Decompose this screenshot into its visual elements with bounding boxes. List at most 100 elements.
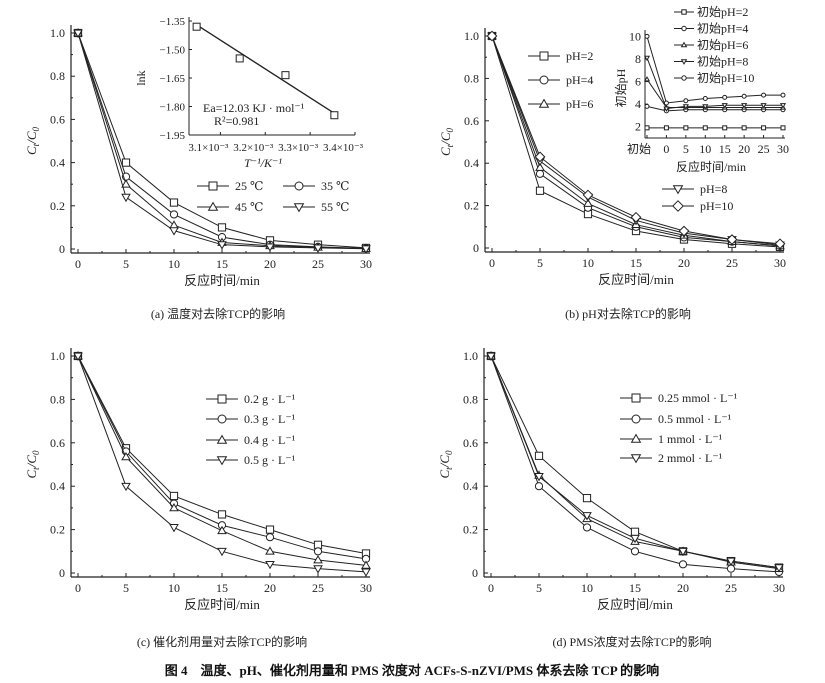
marker-triangle-down xyxy=(680,59,688,65)
y-axis-label: Ct/C0 xyxy=(438,128,455,156)
marker-triangle-down xyxy=(774,564,784,573)
y-axis-label-part: t xyxy=(444,467,454,470)
x-tick-label: 0 xyxy=(489,256,495,270)
marker-square xyxy=(761,125,767,131)
fit-line xyxy=(196,24,335,114)
marker-circle xyxy=(681,25,687,32)
marker-square xyxy=(780,125,786,131)
marker-circle xyxy=(683,98,689,104)
marker-triangle-down xyxy=(702,104,709,110)
series-a-1 xyxy=(73,28,371,253)
marker-diamond xyxy=(534,151,546,163)
chart-panel-c: 0 5 10 15 20 25 30 0 0.2 0.4 0.6 0.8 1.0 反应时间/min Ct/C… xyxy=(24,348,372,612)
y-axis-label-part: C xyxy=(24,469,39,478)
y-tick-label: 0 xyxy=(472,566,478,580)
inset-y-tick-label: 8 xyxy=(635,52,641,66)
inset-series-4 xyxy=(644,33,786,106)
series-c-3 xyxy=(73,352,371,577)
y-axis-label-part: 0 xyxy=(31,450,41,455)
marker-circle xyxy=(741,93,747,99)
legend-label: 55 ℃ xyxy=(321,200,349,214)
x-tick-label: 20 xyxy=(264,257,276,271)
marker-triangle-down xyxy=(169,524,179,533)
legend-label: 0.4 g · L⁻¹ xyxy=(244,433,296,447)
inset-x-tick-label: 3.2×10⁻³ xyxy=(233,142,274,154)
x-tick-label: 0 xyxy=(75,257,81,271)
marker-square xyxy=(192,22,201,31)
marker-diamond xyxy=(582,189,594,201)
marker-circle xyxy=(294,181,304,191)
inset-series-0 xyxy=(644,125,786,131)
marker-square xyxy=(169,491,179,501)
x-axis-label: 反应时间/min xyxy=(597,597,673,612)
x-tick-label: 5 xyxy=(123,581,129,595)
figure-caption: 图 4 温度、pH、催化剂用量和 PMS 浓度对 ACFs-S-nZVI/PMS… xyxy=(164,663,660,678)
marker-circle xyxy=(726,564,736,573)
legend-item: 0.5 g · L⁻¹ xyxy=(206,453,296,467)
marker-diamond xyxy=(774,238,786,250)
x-tick-label: 10 xyxy=(582,256,594,270)
marker-triangle-down xyxy=(721,103,728,109)
marker-diamond xyxy=(672,200,684,212)
marker-square xyxy=(235,54,244,63)
marker-square xyxy=(702,125,708,131)
inset-x-tick-label: 25 xyxy=(758,142,770,156)
inset-x-tick-label: 30 xyxy=(777,142,789,156)
marker-triangle-down xyxy=(73,352,83,361)
series-d-3 xyxy=(486,352,784,573)
series-line xyxy=(77,32,367,249)
inset-series-3 xyxy=(643,55,787,112)
inset-chart-a: 3.1×10⁻³ 3.2×10⁻³ 3.3×10⁻³ 3.4×10⁻³ −1.35 −1.… xyxy=(134,16,364,170)
y-axis-label: Ct/C0 xyxy=(24,450,41,478)
x-tick-label: 20 xyxy=(264,581,276,595)
chart-panel-b: 0 5 10 15 20 25 3000.20.40.60.81.0反应时间/minCt/C… xyxy=(438,5,789,287)
marker-triangle-down xyxy=(169,227,179,236)
x-axis-label: 反应时间/min xyxy=(184,273,260,288)
marker-circle xyxy=(535,169,545,178)
marker-square xyxy=(741,125,747,131)
inset-y-tick-label: −1.65 xyxy=(160,73,186,85)
marker-circle xyxy=(722,94,728,100)
marker-triangle-down xyxy=(630,454,642,464)
marker-circle xyxy=(265,533,275,542)
marker-triangle-down xyxy=(486,352,496,361)
y-tick-label: 0 xyxy=(59,242,65,256)
series-a-0 xyxy=(73,28,371,253)
inset-x-tick-label: 3.1×10⁻³ xyxy=(188,142,229,154)
inset-y-tick-label: −1.35 xyxy=(160,16,186,28)
x-tick-label: 20 xyxy=(677,581,689,595)
y-axis-label-part: t xyxy=(31,143,41,146)
legend-label: 1 mmol · L⁻¹ xyxy=(658,432,723,446)
inset-legend-label: 初始pH=2 xyxy=(697,5,748,19)
marker-triangle-up xyxy=(538,98,550,108)
inset-legend-label: 初始pH=6 xyxy=(697,38,748,52)
series-line xyxy=(77,32,367,250)
legend-item: 2 mmol · L⁻¹ xyxy=(620,451,723,465)
inset-series-line xyxy=(646,105,783,112)
marker-triangle-up xyxy=(361,560,371,569)
marker-square xyxy=(681,9,687,15)
marker-circle xyxy=(217,414,227,424)
marker-circle xyxy=(313,547,323,556)
chart-panel-a: 0 5 10 15 20 25 30 0 0.2 0.4 0.6 0.8 1.0 反应时间/min Ct/C… xyxy=(24,16,372,288)
marker-square xyxy=(217,223,227,232)
marker-triangle-down xyxy=(265,560,275,570)
x-tick-label: 15 xyxy=(216,581,228,595)
marker-triangle-down xyxy=(361,245,371,254)
marker-triangle-up xyxy=(207,201,219,211)
y-axis-label-part: /C xyxy=(24,455,39,469)
y-axis-label-part: 0 xyxy=(445,128,455,133)
marker-triangle-up xyxy=(217,525,227,535)
marker-triangle-down xyxy=(217,241,227,250)
marker-square xyxy=(631,393,641,403)
marker-triangle-down xyxy=(121,193,131,203)
marker-triangle-down xyxy=(643,55,651,62)
inset-y-tick-label: −1.50 xyxy=(160,45,186,57)
marker-triangle-up xyxy=(121,179,131,188)
y-axis-label-part: /C xyxy=(437,455,452,469)
y-axis-label-part: /C xyxy=(438,132,453,146)
legend-label: pH=8 xyxy=(700,182,727,196)
legend-label: 0.25 mmol · L⁻¹ xyxy=(658,391,738,405)
marker-diamond xyxy=(678,225,690,237)
